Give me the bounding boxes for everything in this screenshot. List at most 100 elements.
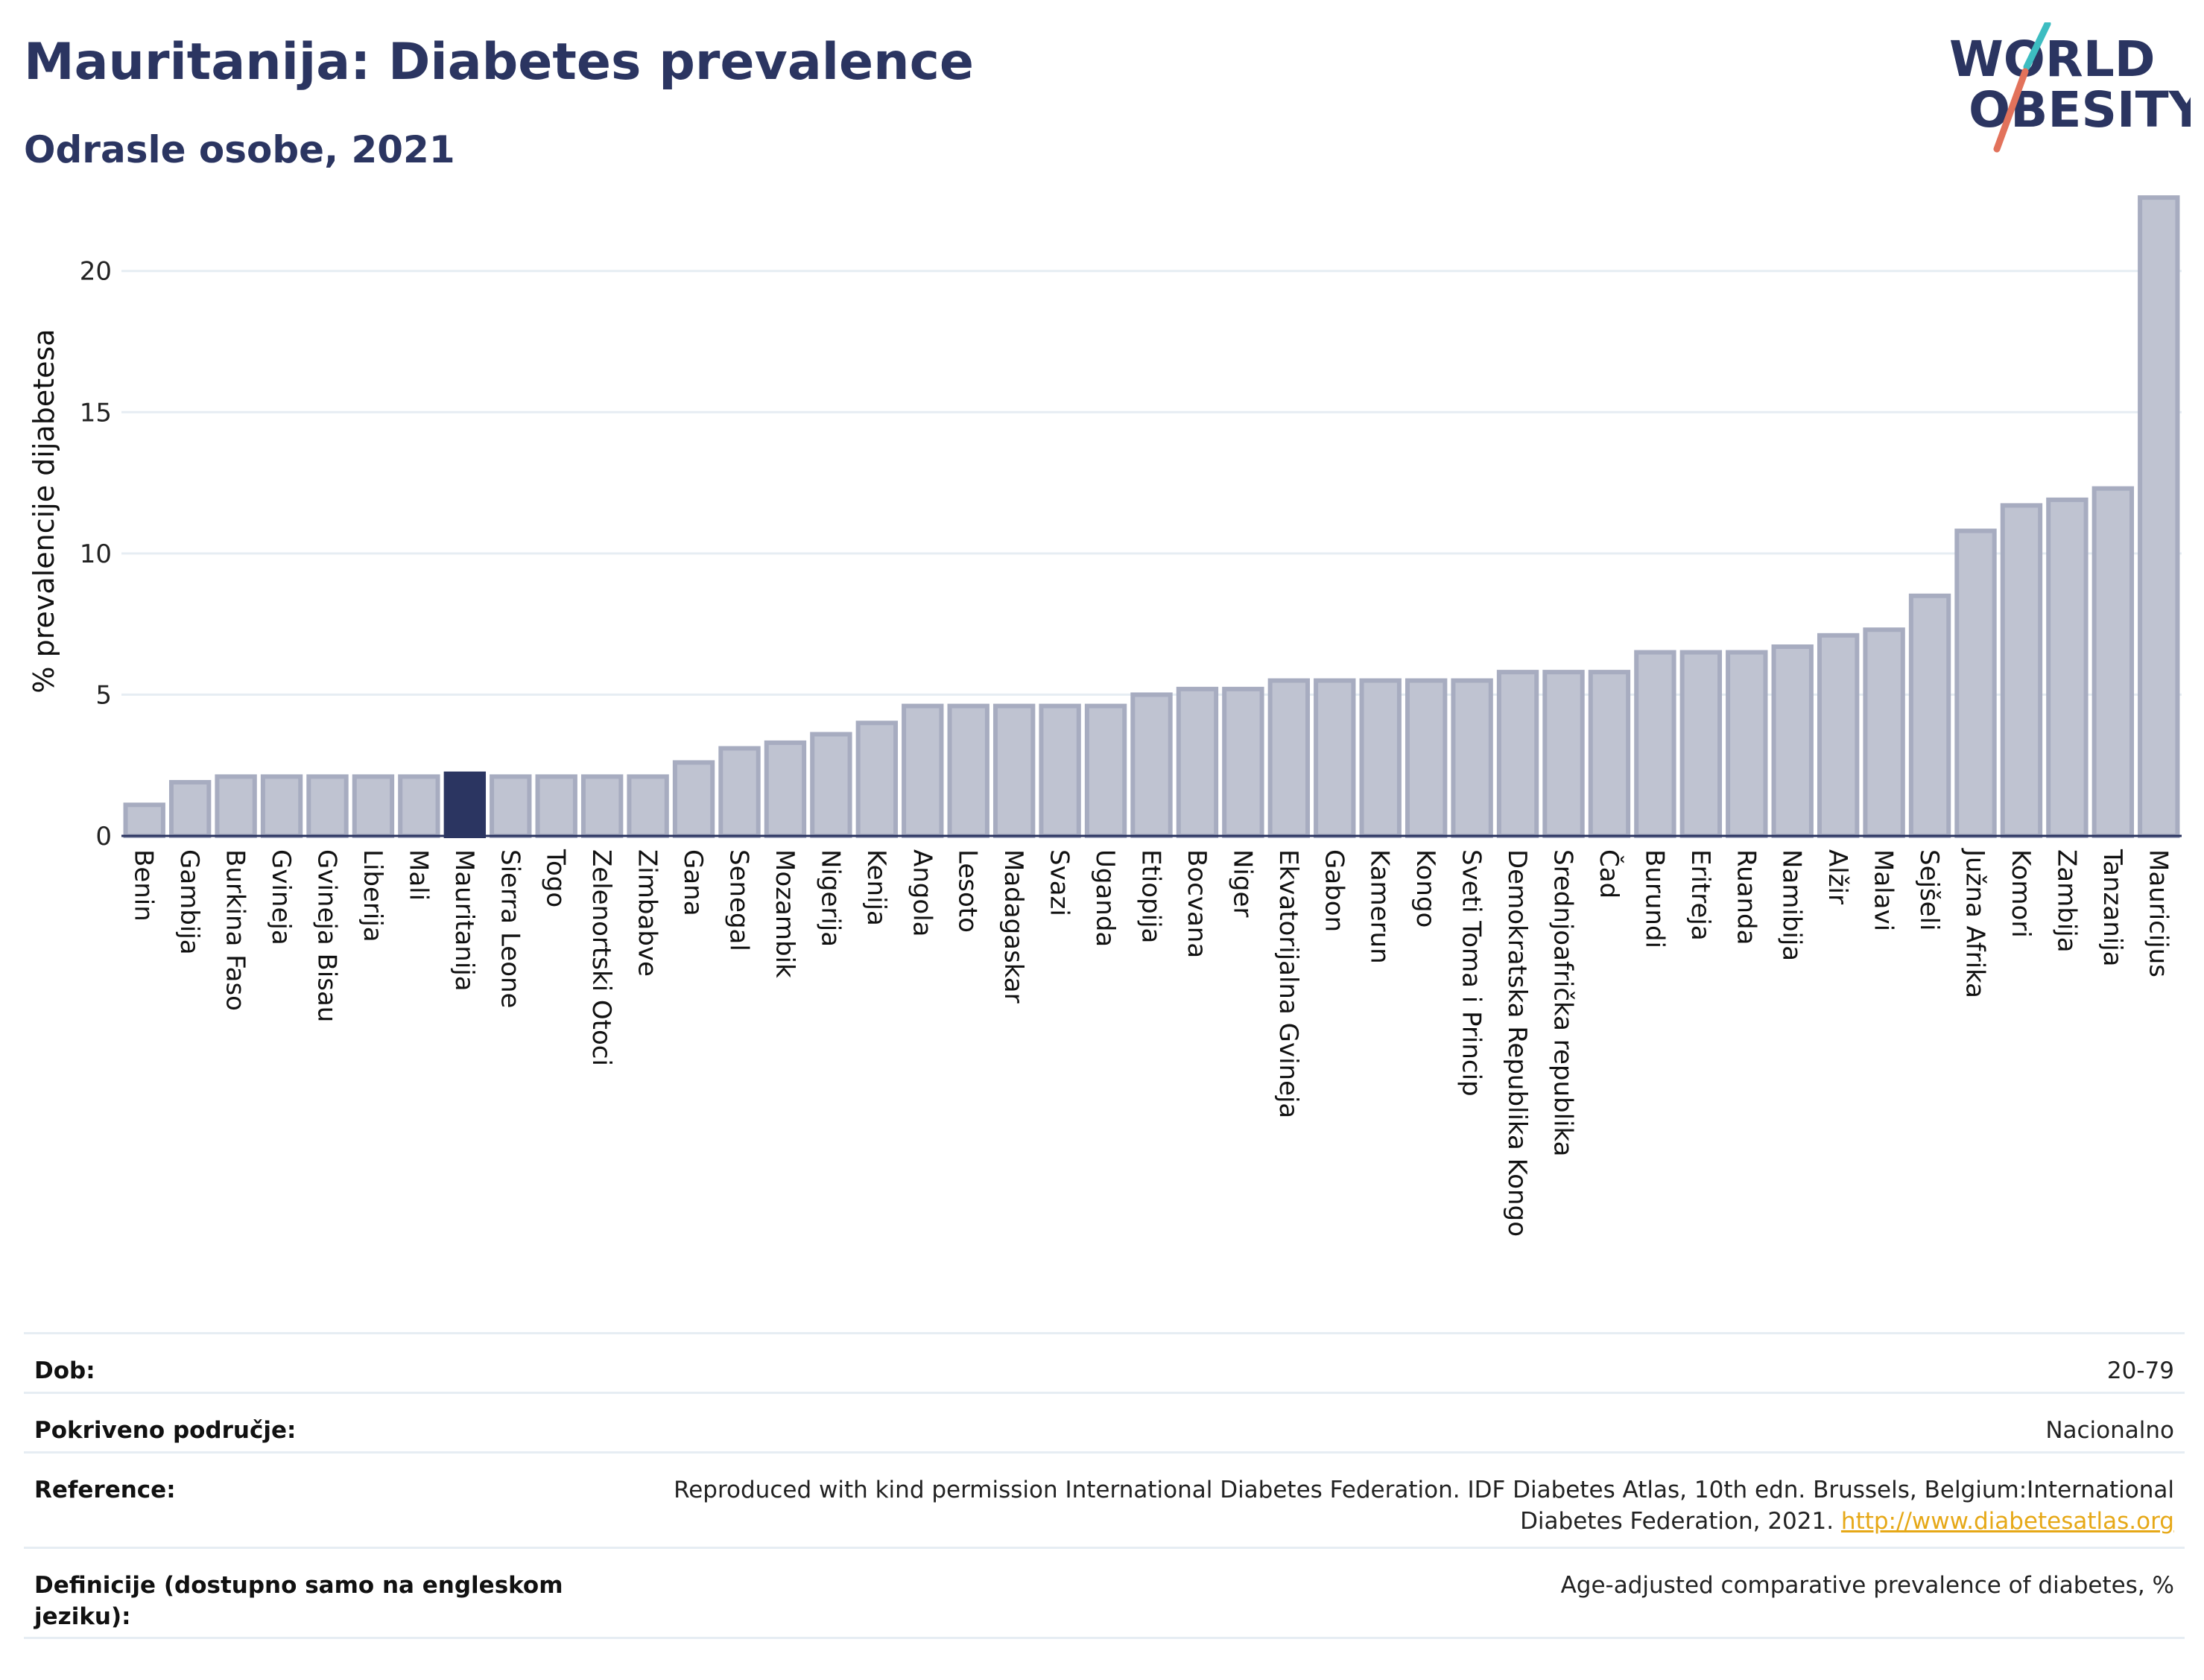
x-tick-label: Namibija bbox=[1777, 849, 1807, 961]
bar bbox=[627, 774, 669, 838]
bar bbox=[992, 703, 1036, 838]
logo-line-1: WORLD bbox=[1949, 31, 2156, 88]
bar bbox=[2138, 195, 2180, 838]
x-tick-label: Gvineja bbox=[266, 849, 296, 945]
info-table: Dob: 20-79 Pokriveno područje: Nacionaln… bbox=[24, 1332, 2185, 1639]
x-tick-label: Mauricijus bbox=[2143, 849, 2173, 977]
bar bbox=[1679, 650, 1723, 839]
x-tick-label: Kongo bbox=[1410, 849, 1440, 928]
bar bbox=[580, 774, 624, 838]
x-tick-label: Svazi bbox=[1045, 849, 1074, 916]
x-tick-label: Gambija bbox=[174, 849, 204, 955]
bar bbox=[1908, 593, 1951, 838]
x-tick-label: Južna Afrika bbox=[1960, 848, 1990, 998]
x-tick-label: Sveti Toma i Princip bbox=[1457, 849, 1486, 1097]
bar bbox=[1542, 670, 1585, 839]
y-tick-label: 20 bbox=[80, 257, 112, 287]
bar bbox=[1954, 528, 1997, 838]
bar-chart: 0 5 10 15 20 % prevalencije dijabetesa Benin Ga… bbox=[28, 195, 2182, 1237]
x-tick-label: Gana bbox=[678, 849, 708, 916]
x-tick-label: Bocvana bbox=[1182, 849, 1212, 958]
y-axis-label: % prevalencije dijabetesa bbox=[28, 329, 60, 693]
bar bbox=[810, 732, 852, 839]
info-label-definition: Definicije (dostupno samo na engleskom j… bbox=[34, 1572, 563, 1630]
bar bbox=[1222, 686, 1264, 838]
y-tick-label: 10 bbox=[80, 539, 112, 569]
x-tick-label: Demokratska Republika Kongo bbox=[1502, 849, 1532, 1237]
bar bbox=[1314, 678, 1356, 839]
world-obesity-logo: WORLD OBESITY bbox=[1949, 22, 2191, 153]
bar bbox=[490, 774, 532, 838]
x-tick-label: Ruanda bbox=[1731, 849, 1761, 945]
x-tick-label: Etiopija bbox=[1136, 849, 1166, 943]
x-tick-label: Nigerija bbox=[815, 849, 845, 947]
bar bbox=[1817, 633, 1860, 838]
x-tick-label: Zimbabve bbox=[633, 849, 662, 977]
x-tick-label: Mozambik bbox=[770, 849, 799, 978]
x-tick-label: Srednjoafrička republika bbox=[1548, 849, 1578, 1156]
logo-slash-teal bbox=[2023, 22, 2051, 71]
bar bbox=[947, 703, 989, 838]
x-tick-label: Benin bbox=[129, 849, 159, 922]
x-tick-label: Zambija bbox=[2051, 849, 2081, 953]
bar bbox=[2091, 486, 2135, 838]
x-tick-label: Malavi bbox=[1869, 849, 1899, 931]
x-tick-label: Niger bbox=[1227, 849, 1257, 917]
bar bbox=[352, 774, 395, 838]
bar bbox=[672, 760, 715, 838]
y-tick-label: 15 bbox=[80, 398, 112, 428]
x-tick-label: Čad bbox=[1594, 849, 1624, 898]
bar bbox=[1634, 650, 1676, 839]
x-tick-label: Burkina Faso bbox=[221, 849, 250, 1011]
bar bbox=[1588, 670, 1631, 839]
bar bbox=[1863, 627, 1905, 839]
x-tick-label: Angola bbox=[907, 849, 937, 936]
x-tick-label: Madagaskar bbox=[998, 849, 1028, 1004]
reference-link[interactable]: http://www.diabetesatlas.org bbox=[1840, 1508, 2174, 1535]
x-tick-label: Burundi bbox=[1639, 849, 1669, 948]
bar bbox=[398, 774, 440, 838]
x-tick-label: Mali bbox=[403, 849, 433, 901]
bar bbox=[902, 703, 944, 838]
bar bbox=[260, 774, 303, 838]
bar bbox=[2046, 497, 2089, 838]
x-tick-label: Togo bbox=[541, 849, 571, 907]
x-tick-label: Kenija bbox=[861, 849, 891, 926]
bar bbox=[1267, 678, 1311, 839]
bar bbox=[764, 740, 807, 839]
bar bbox=[718, 746, 761, 838]
info-value-definition: Age-adjusted comparative prevalence of d… bbox=[1560, 1572, 2174, 1599]
bar bbox=[1176, 686, 1219, 838]
bar bbox=[1084, 703, 1127, 838]
info-label-coverage: Pokriveno područje: bbox=[34, 1417, 297, 1444]
x-tick-label: Lesoto bbox=[953, 849, 983, 933]
x-tick-label: Senegal bbox=[724, 849, 754, 951]
chart-title: Mauritanija: Diabetes prevalence bbox=[24, 33, 974, 92]
chart-subtitle: Odrasle osobe, 2021 bbox=[24, 128, 455, 171]
info-value-age: 20-79 bbox=[2106, 1357, 2174, 1384]
reference-text: Reproduced with kind permission Internat… bbox=[674, 1477, 2174, 1535]
x-tick-label: Kamerun bbox=[1365, 849, 1395, 964]
bar bbox=[168, 779, 212, 838]
x-tick-label: Alžir bbox=[1823, 849, 1852, 904]
bar bbox=[123, 802, 165, 839]
x-tick-label: Ekvatorijalna Gvineja bbox=[1273, 849, 1303, 1118]
bar bbox=[215, 774, 257, 838]
bar bbox=[443, 771, 487, 839]
bar bbox=[1130, 692, 1173, 838]
x-tick-label: Gvineja Bisau bbox=[312, 849, 342, 1022]
x-tick-label: Sejšeli bbox=[1914, 849, 1944, 931]
x-tick-label: Eritreja bbox=[1685, 849, 1715, 941]
info-row-definition: Definicije (dostupno samo na engleskom j… bbox=[24, 1547, 2185, 1639]
x-tick-label: Sierra Leone bbox=[495, 849, 525, 1008]
bar bbox=[535, 774, 577, 838]
x-tick-label: Tanzanija bbox=[2097, 849, 2127, 966]
x-tick-label: Uganda bbox=[1090, 849, 1120, 947]
bar bbox=[1726, 650, 1768, 839]
info-row-age: Dob: 20-79 bbox=[24, 1332, 2185, 1392]
info-label-reference: Reference: bbox=[34, 1477, 176, 1503]
x-tick-label: Mauritanija bbox=[449, 849, 479, 992]
bar bbox=[1359, 678, 1402, 839]
bar bbox=[2000, 503, 2043, 839]
y-tick-label: 0 bbox=[95, 822, 112, 852]
